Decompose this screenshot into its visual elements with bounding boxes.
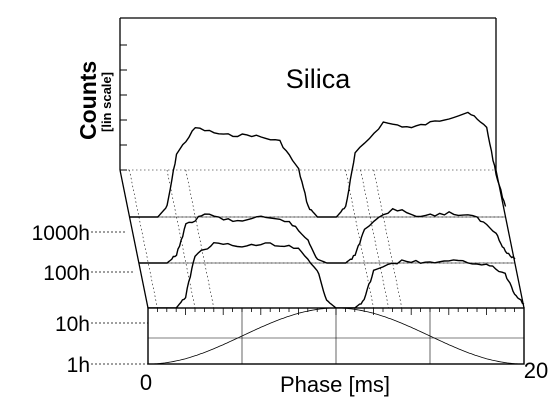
floor-phase-guide <box>373 169 403 309</box>
floor-right-edge <box>495 169 525 309</box>
back-wall-ticks <box>120 44 127 171</box>
depth-label-1h: 1h <box>67 354 90 377</box>
floor-phase-guide <box>345 169 374 309</box>
floor-phase-guide <box>166 169 196 309</box>
y-axis-sublabel: [lin scale] <box>99 72 114 132</box>
floor-left-edge <box>119 169 149 309</box>
chart-title: Silica <box>286 64 352 94</box>
depth-label-10h: 10h <box>55 313 90 336</box>
series-layer <box>129 111 525 309</box>
x-tick-label-end: 20 <box>524 358 548 383</box>
back-wall <box>119 17 497 170</box>
front-panel <box>147 307 525 365</box>
reference-cosine-curve <box>148 307 524 365</box>
depth-label-1000h: 1000h <box>32 222 90 245</box>
floor-phase-guide <box>360 169 389 309</box>
x-axis-label: Phase [ms] <box>280 372 390 397</box>
series-line-1000h <box>129 111 507 218</box>
floor-phase-guide <box>185 169 215 309</box>
floor <box>119 169 525 309</box>
series-line-10h <box>148 241 525 309</box>
y-axis-label: Counts <box>75 61 101 140</box>
depth-label-100h: 100h <box>43 262 90 285</box>
floor-phase-guide <box>129 169 158 309</box>
x-tick-label-start: 0 <box>140 370 152 395</box>
depth-axis: 1000h 100h 10h 1h <box>32 222 148 377</box>
